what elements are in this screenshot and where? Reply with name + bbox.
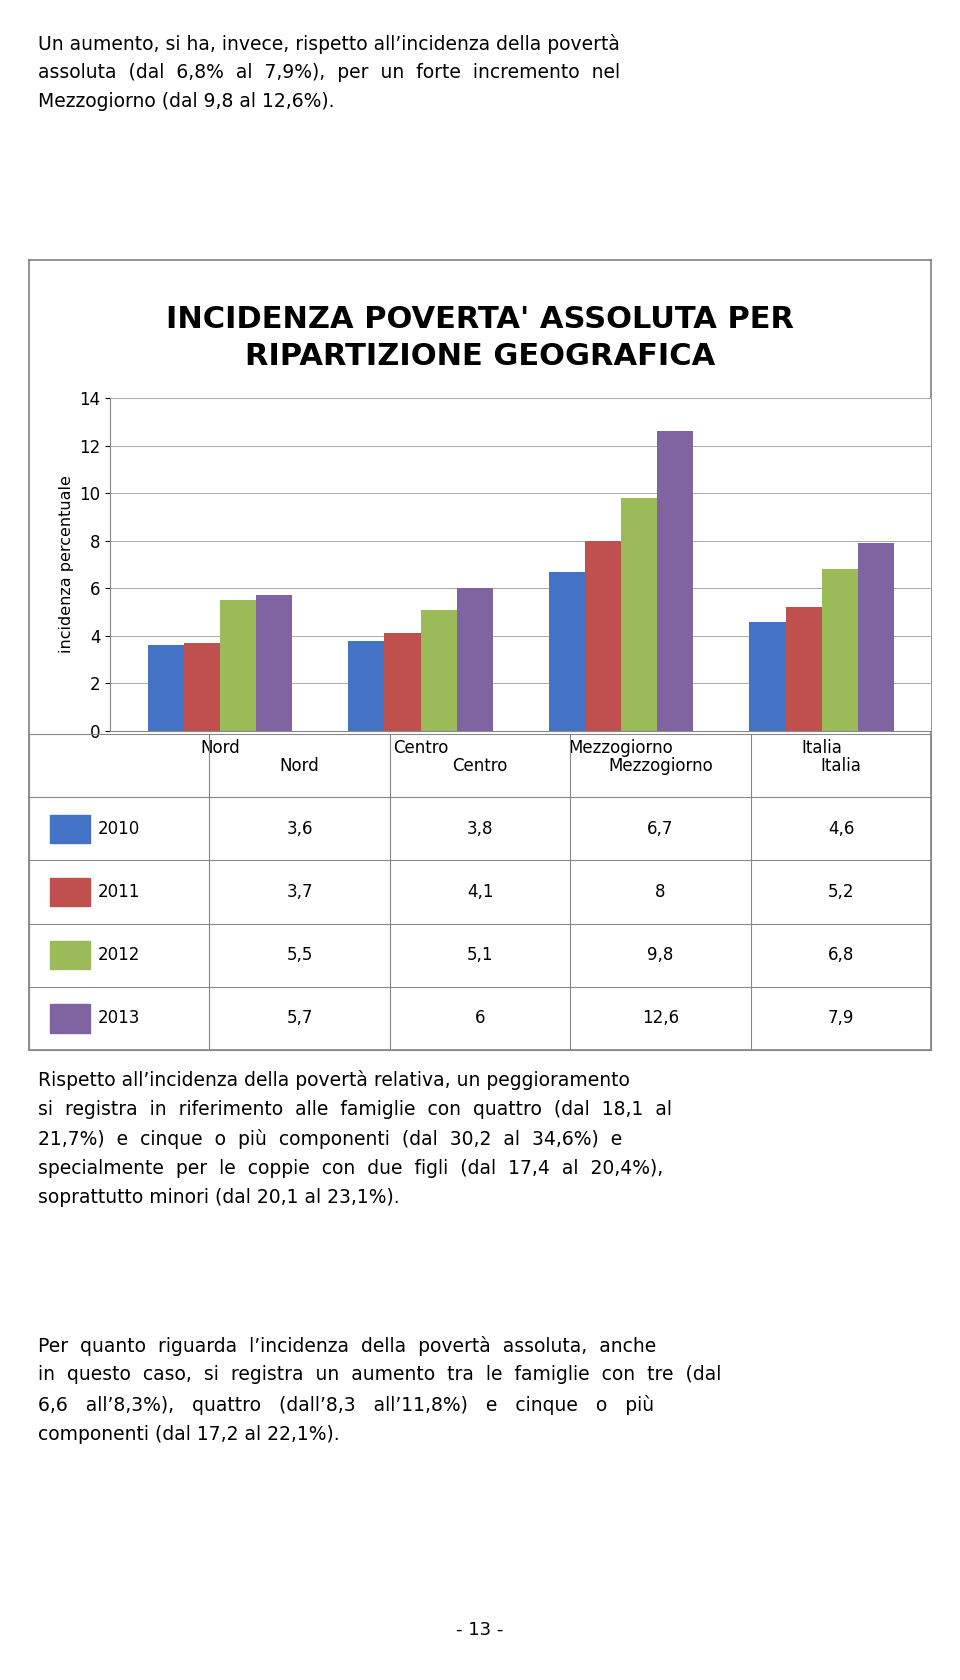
Bar xyxy=(822,570,858,731)
Text: 4,1: 4,1 xyxy=(467,884,493,900)
Bar xyxy=(750,622,785,731)
Bar xyxy=(585,541,621,731)
Y-axis label: incidenza percentuale: incidenza percentuale xyxy=(59,475,74,654)
Text: 9,8: 9,8 xyxy=(647,946,674,964)
Bar xyxy=(51,1005,90,1033)
Text: 2013: 2013 xyxy=(97,1010,140,1028)
Bar xyxy=(549,571,585,731)
Text: 5,7: 5,7 xyxy=(286,1010,313,1028)
Text: 12,6: 12,6 xyxy=(642,1010,679,1028)
Text: Nord: Nord xyxy=(279,756,320,774)
Text: Un aumento, si ha, invece, rispetto all’incidenza della povertà
assoluta  (dal  : Un aumento, si ha, invece, rispetto all’… xyxy=(38,34,620,111)
Text: 6,7: 6,7 xyxy=(647,820,674,838)
Bar xyxy=(256,595,292,731)
Text: Rispetto all’incidenza della povertà relativa, un peggioramento
si  registra  in: Rispetto all’incidenza della povertà rel… xyxy=(38,1070,672,1206)
Text: 2010: 2010 xyxy=(97,820,139,838)
Bar xyxy=(51,815,90,843)
Text: 6,8: 6,8 xyxy=(828,946,854,964)
Text: 7,9: 7,9 xyxy=(828,1010,854,1028)
Text: Mezzogiorno: Mezzogiorno xyxy=(608,756,713,774)
Bar xyxy=(51,879,90,906)
Text: Centro: Centro xyxy=(452,756,508,774)
Text: 3,6: 3,6 xyxy=(286,820,313,838)
Bar xyxy=(51,941,90,969)
Text: 2011: 2011 xyxy=(97,884,140,900)
Bar xyxy=(148,645,183,731)
Text: - 13 -: - 13 - xyxy=(456,1621,504,1638)
Text: 6: 6 xyxy=(475,1010,485,1028)
Bar xyxy=(621,497,658,731)
Text: 3,7: 3,7 xyxy=(286,884,313,900)
Text: 5,1: 5,1 xyxy=(467,946,493,964)
Bar xyxy=(858,543,894,731)
Bar xyxy=(183,643,220,731)
Bar xyxy=(420,610,457,731)
Text: Italia: Italia xyxy=(821,756,861,774)
Text: 5,5: 5,5 xyxy=(286,946,313,964)
Text: 2012: 2012 xyxy=(97,946,140,964)
Text: 3,8: 3,8 xyxy=(467,820,493,838)
Text: INCIDENZA POVERTA' ASSOLUTA PER
RIPARTIZIONE GEOGRAFICA: INCIDENZA POVERTA' ASSOLUTA PER RIPARTIZ… xyxy=(166,304,794,371)
Text: 8: 8 xyxy=(656,884,665,900)
Bar xyxy=(384,633,420,731)
Text: Per  quanto  riguarda  l’incidenza  della  povertà  assoluta,  anche
in  questo : Per quanto riguarda l’incidenza della po… xyxy=(38,1336,722,1443)
Text: 4,6: 4,6 xyxy=(828,820,854,838)
Bar xyxy=(457,588,492,731)
Text: 5,2: 5,2 xyxy=(828,884,854,900)
Bar xyxy=(348,640,384,731)
Bar xyxy=(785,606,822,731)
Bar xyxy=(658,432,693,731)
Bar xyxy=(220,600,256,731)
